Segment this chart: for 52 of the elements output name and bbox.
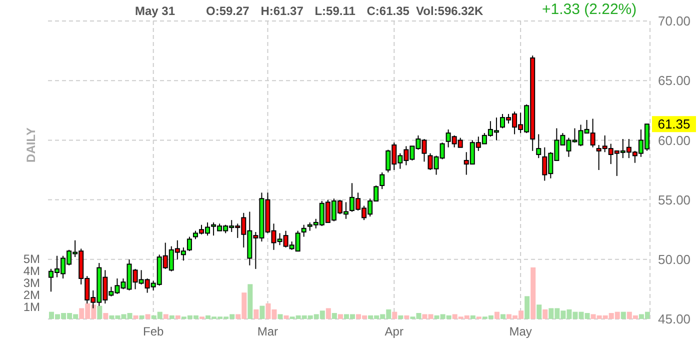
- candlestick: [380, 172, 385, 190]
- y2-tick-label: 2M: [23, 288, 40, 302]
- bar: [620, 312, 626, 319]
- y-tick-label: 65.00: [658, 73, 691, 88]
- x-tick-label: Apr: [384, 324, 404, 339]
- text: Vol:596.32K: [416, 4, 484, 18]
- y-tick-label: 50.00: [658, 252, 691, 268]
- y-tick-label: 60.00: [658, 132, 691, 148]
- candlestick: [301, 224, 306, 238]
- bar: [404, 315, 410, 319]
- bar: [338, 314, 343, 319]
- x-tick-label: Feb: [143, 324, 164, 339]
- y2-tick-label: 5M: [23, 252, 40, 266]
- bar: [248, 284, 253, 319]
- bar: [398, 315, 404, 319]
- bar: [524, 296, 530, 319]
- candlestick: [536, 134, 542, 159]
- bar: [500, 314, 506, 319]
- bar: [392, 312, 398, 319]
- x-tick-label: Mar: [257, 324, 278, 339]
- bar: [536, 304, 542, 319]
- text: DAILY: [24, 128, 38, 162]
- bar: [169, 315, 174, 319]
- y-tick-label: 70.00: [658, 14, 691, 29]
- text: O:59.27 H:61.37 L:59.11 C:61.35: [206, 4, 410, 18]
- bar: [278, 314, 283, 319]
- text: +1.33 (2.22%): [542, 1, 637, 18]
- annotation: 61.35: [658, 116, 690, 132]
- bar: [284, 315, 289, 319]
- bar: [470, 315, 476, 319]
- candlestick: [186, 236, 192, 252]
- text: May 31: [135, 4, 176, 18]
- y-tick-label: 55.00: [658, 192, 691, 208]
- bar: [133, 315, 138, 319]
- bar: [494, 312, 500, 319]
- x-tick-label: May: [509, 324, 532, 339]
- y-tick-label: 45.00: [658, 312, 691, 327]
- bar: [530, 267, 536, 319]
- y2-tick-label: 1M: [23, 300, 40, 314]
- bar: [542, 309, 548, 319]
- bar: [326, 308, 331, 319]
- bar: [260, 306, 265, 319]
- bar: [163, 314, 168, 319]
- y2-tick-label: 4M: [23, 264, 40, 278]
- bar: [332, 312, 337, 319]
- bar: [175, 315, 180, 319]
- bar: [97, 306, 102, 319]
- bar: [103, 312, 108, 319]
- bar: [139, 315, 144, 319]
- bar: [145, 314, 150, 319]
- bar: [254, 309, 259, 319]
- y2-tick-label: 3M: [23, 276, 40, 290]
